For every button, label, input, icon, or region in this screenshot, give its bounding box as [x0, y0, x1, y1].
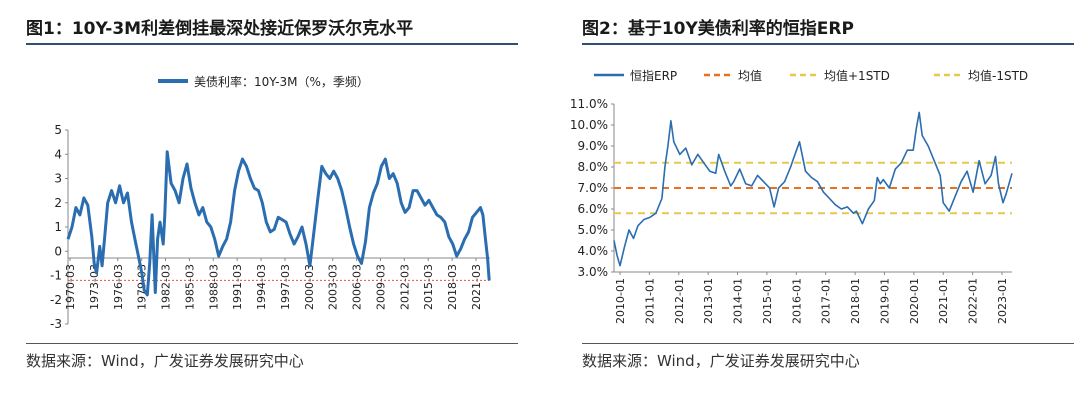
fig1-y-tick-label: 1	[54, 220, 62, 234]
fig2-x-tick-label: 2012-01	[673, 278, 686, 324]
fig1-y-tick-label: 4	[54, 147, 62, 161]
fig2-legend-label-1: 均值	[738, 68, 762, 83]
fig1-x-tick-label: 2012-03	[398, 264, 411, 310]
fig1-x-tick-label: 1976-03	[112, 264, 125, 310]
fig1-y-tick-label: -3	[50, 317, 62, 331]
figure-2: 图2：基于10Y美债利率的恒指ERP 恒指ERP 均值 均值+1STD 均值-1STD…	[556, 0, 1080, 402]
fig1-x-tick-label: 2018-03	[446, 264, 459, 310]
fig2-x-tick-label: 2010-01	[614, 278, 627, 324]
fig2-legend-label-3: 均值-1STD	[968, 68, 1028, 83]
fig2-x-tick-label: 2015-01	[761, 278, 774, 324]
fig2-y-tick-label: 10.0%	[570, 118, 608, 132]
fig2-y-tick-label: 8.0%	[578, 160, 609, 174]
figure-2-source: 数据来源：Wind，广发证券发展研究中心	[582, 352, 860, 370]
fig2-series-line-0	[613, 111, 1013, 267]
figure-1-source: 数据来源：Wind，广发证券发展研究中心	[26, 352, 304, 370]
fig2-x-tick-label: 2014-01	[732, 278, 745, 324]
fig2-x-tick-label: 2021-01	[937, 278, 950, 324]
fig2-x-tick-label: 2019-01	[878, 278, 891, 324]
fig1-y-tick-label: 2	[54, 196, 62, 210]
fig1-x-tick-label: 1991-03	[231, 264, 244, 310]
fig2-x-tick-label: 2017-01	[820, 278, 833, 324]
fig2-y-tick-label: 3.0%	[578, 265, 609, 279]
fig2-y-tick-label: 11.0%	[570, 97, 608, 111]
fig2-x-tick-label: 2020-01	[908, 278, 921, 324]
fig1-x-tick-label: 2003-03	[327, 264, 340, 310]
fig2-legend-label-2: 均值+1STD	[824, 68, 890, 83]
figure-2-title: 图2：基于10Y美债利率的恒指ERP	[582, 19, 854, 39]
fig2-x-tick-label: 2023-01	[996, 278, 1009, 324]
fig1-y-tick-label: 0	[54, 244, 62, 258]
fig1-y-tick-label: -1	[50, 269, 62, 283]
fig1-x-tick-label: 2021-03	[470, 264, 483, 310]
fig1-x-tick-label: 1997-03	[279, 264, 292, 310]
fig2-x-tick-label: 2011-01	[643, 278, 656, 324]
fig2-y-tick-label: 9.0%	[578, 139, 609, 153]
fig2-legend-label-0: 恒指ERP	[630, 68, 677, 83]
fig2-y-tick-label: 4.0%	[578, 244, 609, 258]
fig1-x-tick-label: 1979-03	[136, 264, 149, 310]
fig1-legend-label: 美债利率：10Y-3M（%，季频）	[194, 74, 369, 89]
figure-1-top-rule	[26, 43, 518, 45]
fig2-x-tick-label: 2018-01	[849, 278, 862, 324]
fig1-x-tick-label: 2015-03	[422, 264, 435, 310]
fig2-y-tick-label: 6.0%	[578, 202, 609, 216]
fig1-x-tick-label: 1982-03	[160, 264, 173, 310]
fig1-x-tick-label: 1985-03	[183, 264, 196, 310]
fig2-x-tick-label: 2016-01	[790, 278, 803, 324]
fig1-y-tick-label: 5	[54, 123, 62, 137]
fig1-x-tick-label: 1988-03	[207, 264, 220, 310]
figure-2-chart: 恒指ERP 均值 均值+1STD 均值-1STD 11.0% 10.0% 9.0% 8.0% 7…	[570, 68, 1028, 324]
fig2-x-tick-label: 2022-01	[967, 278, 980, 324]
figure-2-top-rule	[582, 43, 1074, 45]
fig1-x-tick-label: 2000-03	[303, 264, 316, 310]
fig1-x-tick-label: 1973-03	[88, 264, 101, 310]
figure-2-bottom-rule	[582, 343, 1074, 344]
fig2-y-tick-label: 7.0%	[578, 181, 609, 195]
figure-1-bottom-rule	[26, 343, 518, 344]
fig1-x-tick-label: 1994-03	[255, 264, 268, 310]
fig1-y-tick-label: -2	[50, 293, 62, 307]
fig1-y-tick-label: 3	[54, 172, 62, 186]
fig1-x-tick-label: 2006-03	[351, 264, 364, 310]
figure-1: 图1：10Y-3M利差倒挂最深处接近保罗沃尔克水平 美债利率：10Y-3M（%，…	[0, 0, 524, 402]
figure-1-title: 图1：10Y-3M利差倒挂最深处接近保罗沃尔克水平	[26, 19, 414, 39]
fig1-series-line-0	[66, 150, 491, 297]
fig2-x-tick-label: 2013-01	[702, 278, 715, 324]
fig1-x-tick-label: 1970-03	[64, 264, 77, 310]
fig1-x-tick-label: 2009-03	[374, 264, 387, 310]
fig2-y-tick-label: 5.0%	[578, 223, 609, 237]
